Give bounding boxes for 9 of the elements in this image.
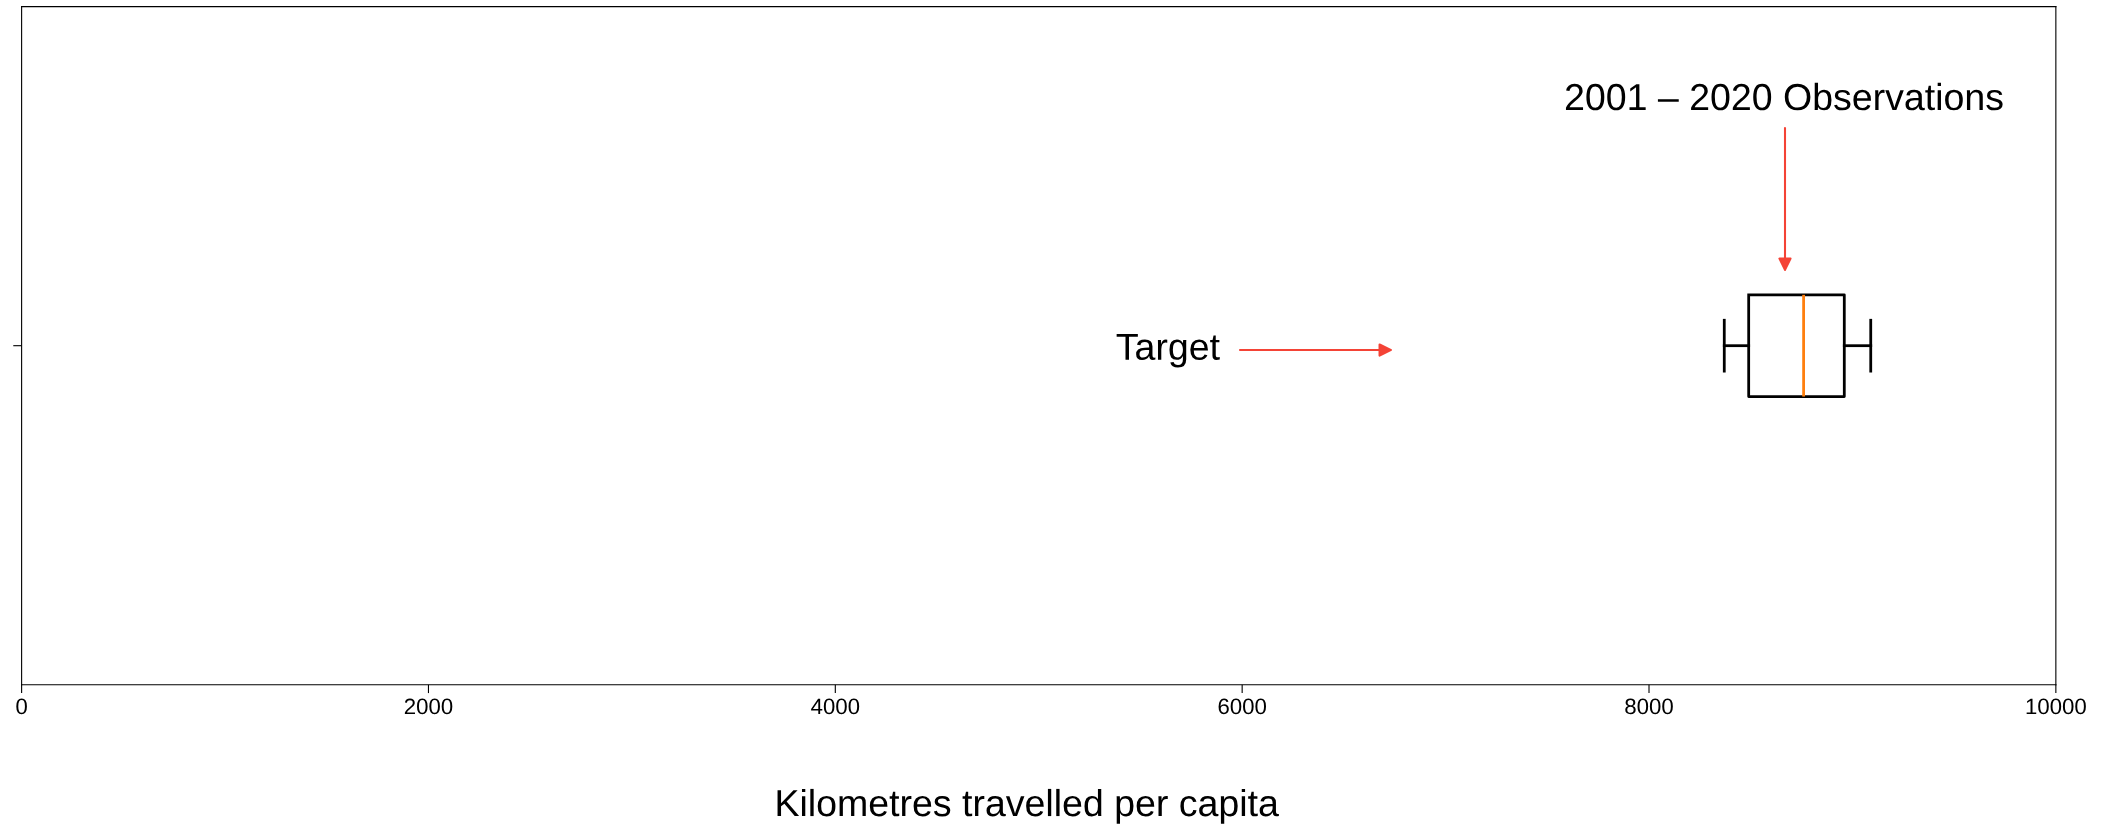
annotation: Target — [1116, 333, 1220, 368]
x-tick-label: 8000 — [1625, 698, 1673, 715]
annotation: 2001 – 2020 Observations — [1565, 82, 2003, 111]
x-tick-label: 10000 — [2026, 698, 2086, 715]
x-tick-label: 4000 — [811, 698, 860, 715]
x-tick-label: 6000 — [1218, 698, 1267, 715]
x-tick-label: 0 — [16, 698, 27, 715]
x-axis-title: Kilometres travelled per capita — [777, 788, 1279, 824]
x-tick-label: 2000 — [404, 698, 453, 715]
